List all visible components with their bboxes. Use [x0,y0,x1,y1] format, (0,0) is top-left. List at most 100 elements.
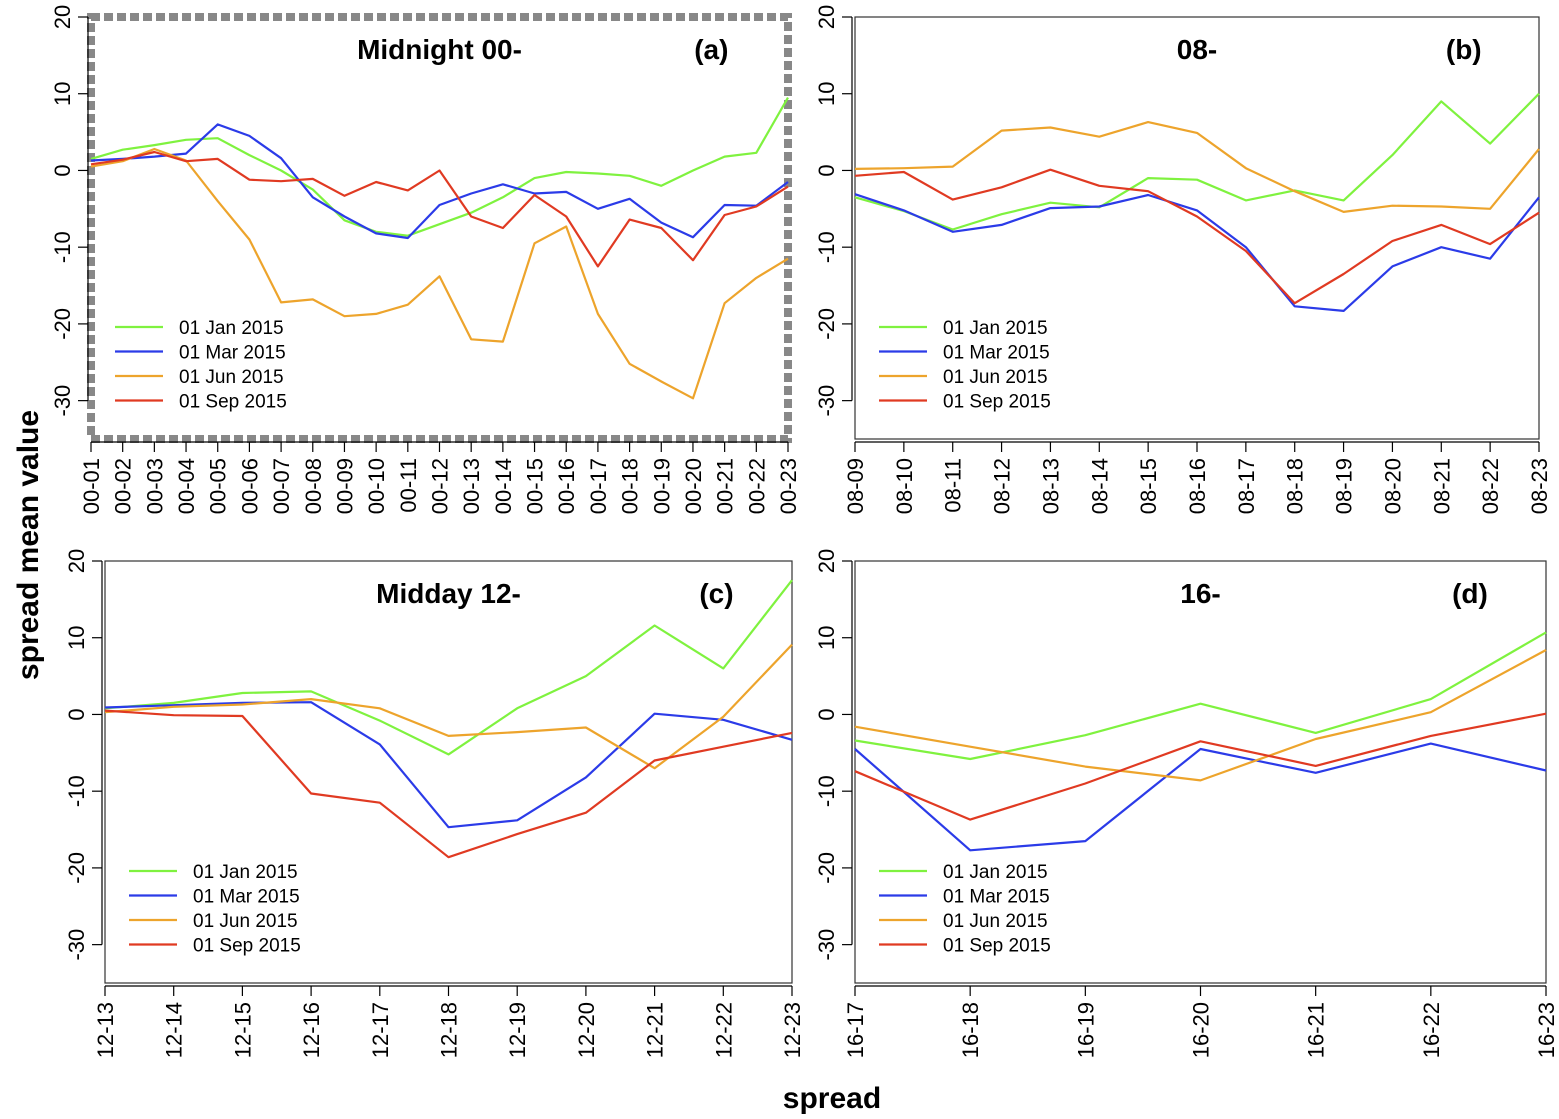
legend-label: 01 Jan 2015 [179,318,284,339]
series-line-01-sep-2015 [104,709,793,859]
x-tick-label: 00-21 [713,458,738,514]
x-tick-label: 12-21 [643,1002,668,1058]
x-tick-label: 00-23 [776,458,801,514]
series-line-01-sep-2015 [854,168,1540,305]
x-tick-label: 08-17 [1234,458,1259,514]
x-tick-label: 16-17 [843,1002,868,1058]
x-tick-label: 08-14 [1087,458,1112,514]
y-tick-label: -10 [50,231,75,263]
series-line-01-mar-2015 [90,123,789,240]
x-tick-label: 00-01 [79,458,104,514]
panel-title: 16- [1180,578,1220,609]
y-tick-label: -30 [50,385,75,417]
x-tick-label: 08-23 [1527,458,1552,514]
x-tick-label: 00-16 [554,458,579,514]
series-line-01-sep-2015 [854,712,1547,821]
x-tick-label: 16-19 [1073,1002,1098,1058]
series-line-01-jun-2015 [104,643,793,770]
legend-label: 01 Mar 2015 [943,343,1050,364]
x-tick-label: 12-23 [780,1002,805,1058]
y-tick-label: 0 [50,164,75,176]
x-tick-label: 08-13 [1038,458,1063,514]
x-tick-label: 00-17 [586,458,611,514]
y-tick-label: -20 [64,852,89,884]
x-tick-label: 00-15 [523,458,548,514]
x-tick-label: 00-12 [428,458,453,514]
x-tick-label: 00-19 [649,458,674,514]
y-tick-label: 20 [814,549,839,573]
y-tick-label: 0 [814,708,839,720]
x-axis-label: spread [783,1082,881,1115]
series-line-01-mar-2015 [104,701,793,829]
x-tick-label: 12-17 [368,1002,393,1058]
x-tick-label: 00-11 [396,458,421,513]
x-tick-label: 16-18 [958,1002,983,1058]
y-tick-label: 0 [64,708,89,720]
panel-letter: (a) [694,34,728,65]
x-tick-label: 08-16 [1185,458,1210,514]
legend-label: 01 Jun 2015 [943,911,1048,932]
x-tick-label: 16-20 [1189,1002,1214,1058]
y-tick-label: -30 [814,929,839,961]
x-tick-label: 16-23 [1534,1002,1559,1058]
x-tick-label: 00-13 [459,458,484,514]
legend-label: 01 Sep 2015 [943,936,1051,957]
x-tick-label: 08-11 [941,458,966,513]
series-line-01-jun-2015 [854,649,1547,782]
x-tick-label: 08-10 [892,458,917,514]
panel-letter: (c) [699,578,733,609]
panel-title: 08- [1177,34,1217,65]
legend-label: 01 Mar 2015 [193,887,300,908]
panel-title: Midnight 00- [357,34,522,65]
y-tick-label: 20 [50,5,75,29]
panel-letter: (d) [1452,578,1488,609]
x-tick-label: 12-20 [574,1002,599,1058]
y-tick-label: -20 [814,852,839,884]
y-tick-label: -10 [814,231,839,263]
x-tick-label: 08-15 [1136,458,1161,514]
plot-frame [104,560,793,984]
legend-label: 01 Jun 2015 [193,911,298,932]
x-tick-label: 00-20 [681,458,706,514]
panel-letter: (b) [1446,34,1482,65]
y-tick-label: 10 [64,625,89,649]
x-tick-label: 12-19 [505,1002,530,1058]
x-tick-label: 00-22 [744,458,769,514]
x-tick-label: 00-05 [206,458,231,514]
x-tick-label: 08-21 [1429,458,1454,514]
x-tick-label: 00-09 [332,458,357,514]
x-tick-label: 00-14 [491,458,516,514]
x-tick-label: 00-07 [269,458,294,514]
x-tick-label: 08-22 [1478,458,1503,514]
y-axis-label: spread mean value [12,410,45,680]
y-tick-label: -10 [814,775,839,807]
y-tick-label: -10 [64,775,89,807]
y-tick-label: 10 [814,81,839,105]
x-tick-label: 00-02 [111,458,136,514]
y-tick-label: -20 [814,308,839,340]
x-tick-label: 08-09 [843,458,868,514]
x-tick-label: 08-20 [1380,458,1405,514]
y-tick-label: 0 [814,164,839,176]
series-line-01-mar-2015 [854,742,1547,852]
panel-b: 20 10 0 -10 -20 -30 08-09 08-10 08-11 08-12 08-13 0… [814,5,1552,515]
panel-c: 20 10 0 -10 -20 -30 12-13 12-14 12-15 12-16 12-17 1… [64,549,805,1059]
legend-label: 01 Mar 2015 [179,343,286,364]
series-line-01-jan-2015 [854,92,1540,231]
y-tick-label: -30 [814,385,839,417]
series-line-01-mar-2015 [854,193,1540,312]
legend-label: 01 Jan 2015 [943,318,1048,339]
x-tick-label: 12-16 [299,1002,324,1058]
plot-frame [854,16,1540,440]
x-tick-label: 00-10 [364,458,389,514]
x-tick-label: 12-22 [711,1002,736,1058]
legend-label: 01 Sep 2015 [193,936,301,957]
x-tick-label: 00-18 [618,458,643,514]
legend-label: 01 Sep 2015 [179,392,287,413]
x-tick-label: 00-03 [142,458,167,514]
panel-title: Midday 12- [376,578,521,609]
y-tick-label: 10 [50,81,75,105]
y-tick-label: 20 [814,5,839,29]
x-tick-label: 12-14 [162,1002,187,1058]
x-tick-label: 00-08 [301,458,326,514]
